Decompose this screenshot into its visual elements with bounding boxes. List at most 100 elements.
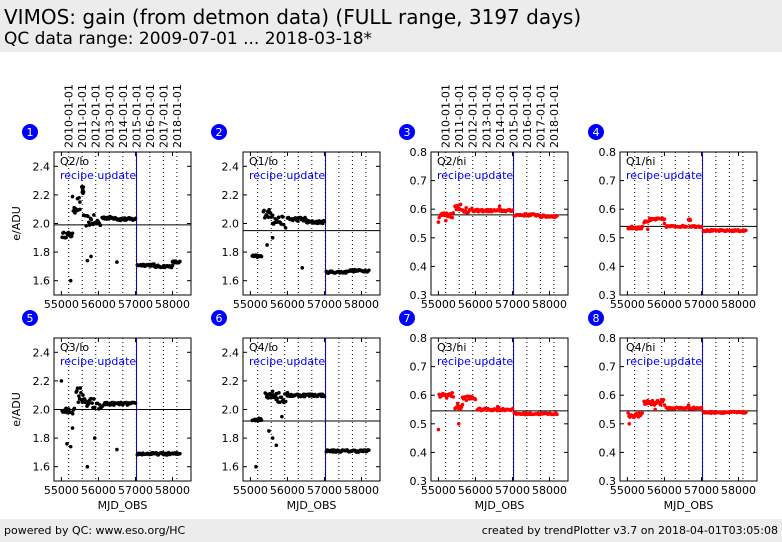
y-tick-label: 1.6 xyxy=(33,275,51,288)
x-tick-label: 56000 xyxy=(81,298,116,311)
y-tick-label: 1.6 xyxy=(222,275,240,288)
x-tick-label: 55000 xyxy=(233,484,268,497)
panel-number: 2 xyxy=(216,126,223,139)
x-tick-label: 57000 xyxy=(495,484,530,497)
data-point-outlier xyxy=(436,220,441,224)
data-point xyxy=(658,402,663,407)
data-point-outlier xyxy=(68,444,73,449)
panel-label: Q3/hi xyxy=(437,341,466,354)
panel-label: Q2/hi xyxy=(437,155,466,168)
data-point xyxy=(178,451,182,456)
recipe-update-label: recipe update xyxy=(437,169,513,182)
panel-number: 4 xyxy=(593,126,600,139)
y-tick-label: 2.4 xyxy=(33,160,51,173)
plot-frame xyxy=(619,151,758,296)
date-tick-label: 2013-01-01 xyxy=(480,84,493,148)
data-point xyxy=(626,411,630,415)
data-point xyxy=(279,395,284,400)
data-point xyxy=(86,220,91,225)
data-point xyxy=(367,448,371,452)
date-tick-label: 2013-01-01 xyxy=(103,84,116,148)
panel-number-badge xyxy=(22,124,38,140)
panel-6: 1.6 1.8 2.0 2.2 2.4 55000 56000 57000 58000 Q4/lo… xyxy=(211,310,381,512)
data-point xyxy=(92,213,96,217)
data-point xyxy=(450,390,455,395)
panel-number: 8 xyxy=(593,312,600,325)
data-point xyxy=(81,393,85,397)
data-point xyxy=(81,190,86,194)
data-point-outlier xyxy=(265,243,269,247)
x-tick-label: 56000 xyxy=(647,298,682,311)
x-tick-label: 58000 xyxy=(155,484,190,497)
y-tick-label: 1.8 xyxy=(222,246,240,259)
x-tick-label: 56000 xyxy=(458,484,493,497)
data-point xyxy=(268,211,273,215)
date-tick-label: 2014-01-01 xyxy=(117,84,130,148)
panel-number: 6 xyxy=(216,312,223,325)
data-point-outlier xyxy=(497,204,502,209)
data-point xyxy=(78,207,82,212)
y-tick-label: 0.7 xyxy=(410,361,428,374)
plot-frame xyxy=(619,337,758,482)
data-point-outlier xyxy=(283,225,288,230)
x-tick-label: 56000 xyxy=(458,298,493,311)
y-tick-label: 0.4 xyxy=(410,446,428,459)
y-tick-label: 2.2 xyxy=(222,189,240,202)
panel-number: 3 xyxy=(404,126,411,139)
data-point-outlier xyxy=(59,379,64,383)
date-tick-label: 2012-01-01 xyxy=(90,84,103,148)
x-tick-label: 57000 xyxy=(684,298,719,311)
data-point xyxy=(75,386,80,390)
y-tick-label: 0.8 xyxy=(599,332,617,345)
panel-8: 0.3 0.4 0.5 0.6 0.7 0.8 55000 56000 57000 58000 Q4… xyxy=(588,310,758,512)
data-point xyxy=(98,223,103,228)
y-tick-label: 2.4 xyxy=(222,346,240,359)
data-point-outlier xyxy=(495,404,500,409)
data-point xyxy=(555,412,559,417)
data-point xyxy=(322,394,327,399)
data-point xyxy=(259,418,264,423)
data-point-outlier xyxy=(78,200,82,204)
data-point xyxy=(662,403,667,407)
x-tick-label: 56000 xyxy=(270,298,305,311)
data-point xyxy=(84,223,88,228)
data-point xyxy=(70,231,75,236)
recipe-update-label: recipe update xyxy=(60,169,136,182)
data-point xyxy=(640,411,645,415)
data-point-outlier xyxy=(653,407,657,412)
y-tick-label: 0.3 xyxy=(599,475,617,488)
y-tick-label: 0.4 xyxy=(599,446,617,459)
x-tick-label: 57000 xyxy=(684,484,719,497)
date-tick-label: 2015-01-01 xyxy=(507,84,520,148)
y-tick-label: 1.6 xyxy=(33,461,51,474)
panel-4: 0.3 0.4 0.5 0.6 0.7 0.8 55000 56000 57000 58000 Q1… xyxy=(588,124,758,311)
date-tick-label: 2012-01-01 xyxy=(467,84,480,148)
data-point xyxy=(262,208,266,213)
data-point-outlier xyxy=(270,436,275,440)
data-point-outlier xyxy=(70,426,75,430)
x-tick-label: 58000 xyxy=(344,298,379,311)
data-point xyxy=(650,398,655,403)
recipe-update-label: recipe update xyxy=(60,355,136,368)
y-tick-label: 2.0 xyxy=(222,218,240,231)
data-point-outlier xyxy=(444,218,448,223)
date-tick-label: 2017-01-01 xyxy=(157,84,170,148)
y-axis-label: e/ADU xyxy=(10,206,23,241)
date-tick-label: 2014-01-01 xyxy=(494,84,507,148)
y-tick-label: 2.0 xyxy=(33,218,51,231)
data-point xyxy=(275,396,279,401)
data-point xyxy=(66,407,71,411)
data-point-outlier xyxy=(254,464,258,469)
recipe-update-label: recipe update xyxy=(626,169,702,182)
data-point-outlier xyxy=(464,205,468,210)
data-point-outlier xyxy=(115,447,119,452)
y-axis-label: e/ADU xyxy=(10,392,23,427)
page-title: VIMOS: gain (from detmon data) (FULL ran… xyxy=(4,5,582,29)
data-point-outlier xyxy=(627,422,632,426)
y-tick-label: 1.6 xyxy=(222,461,240,474)
x-tick-label: 56000 xyxy=(81,484,116,497)
x-tick-label: 55000 xyxy=(233,298,268,311)
y-tick-label: 2.4 xyxy=(33,346,51,359)
plot-frame xyxy=(430,151,569,296)
data-point xyxy=(322,219,327,224)
